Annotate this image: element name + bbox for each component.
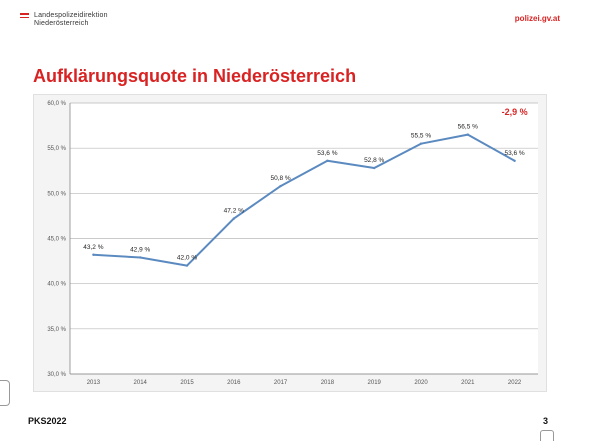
chart-frame: 30,0 % 35,0 % 40,0 % 45,0 % 50,0 % 55,0 % 60,0…	[33, 94, 547, 392]
x-tick-label: 2021	[461, 380, 475, 386]
data-label: 53,6 %	[317, 150, 337, 157]
data-point	[185, 264, 189, 267]
data-point	[373, 166, 376, 170]
data-label: 53,6 %	[504, 150, 524, 157]
data-label: 42,9 %	[130, 246, 150, 253]
series-line	[93, 133, 516, 267]
y-tick-label: 45,0 %	[47, 237, 66, 243]
data-point	[513, 159, 516, 163]
data-point	[139, 256, 142, 259]
x-tick-label: 2016	[227, 380, 241, 386]
data-point	[232, 217, 235, 220]
data-point	[92, 253, 95, 256]
data-point	[279, 184, 282, 188]
data-label: 50,8 %	[270, 175, 290, 182]
x-tick-label: 2014	[134, 380, 148, 386]
site-url[interactable]: polizei.gv.at	[514, 14, 560, 23]
x-tick-label: 2013	[87, 380, 101, 386]
y-tick-label: 50,0 %	[47, 191, 66, 197]
corner-panel-handle[interactable]	[540, 430, 554, 441]
side-panel-handle[interactable]	[0, 380, 10, 406]
footer-report-name: PKS2022	[28, 416, 67, 426]
data-label: 56,5 %	[458, 124, 478, 131]
x-tick-label: 2019	[368, 380, 382, 386]
data-label: 43,2 %	[83, 244, 103, 251]
data-label: 47,2 %	[224, 208, 244, 215]
org-region: Niederösterreich	[34, 20, 89, 27]
data-point	[466, 133, 469, 136]
x-tick-label: 2022	[508, 380, 522, 386]
y-tick-label: 60,0 %	[47, 101, 66, 107]
change-annotation: -2,9 %	[502, 107, 528, 117]
page-number: 3	[542, 416, 548, 426]
x-tick-label: 2018	[321, 380, 335, 386]
x-tick-label: 2015	[180, 380, 194, 386]
austrian-flag-icon	[20, 13, 29, 18]
x-tick-label: 2020	[414, 380, 428, 386]
line-chart: 30,0 % 35,0 % 40,0 % 45,0 % 50,0 % 55,0 % 60,0…	[47, 101, 538, 386]
data-point	[326, 159, 329, 163]
y-tick-label: 55,0 %	[47, 146, 66, 152]
y-tick-label: 35,0 %	[47, 327, 66, 333]
x-tick-label: 2017	[274, 380, 288, 386]
y-tick-label: 30,0 %	[47, 372, 66, 378]
y-tick-label: 40,0 %	[47, 282, 66, 288]
chart-title: Aufklärungsquote in Niederösterreich	[33, 66, 357, 86]
data-point	[419, 142, 423, 145]
data-label: 42,0 %	[177, 255, 197, 262]
data-label: 52,8 %	[364, 157, 384, 164]
org-brand: Landespolizeidirektion Niederösterreich	[20, 12, 108, 27]
data-label: 55,5 %	[411, 133, 431, 140]
org-name: Landespolizeidirektion	[34, 12, 108, 19]
